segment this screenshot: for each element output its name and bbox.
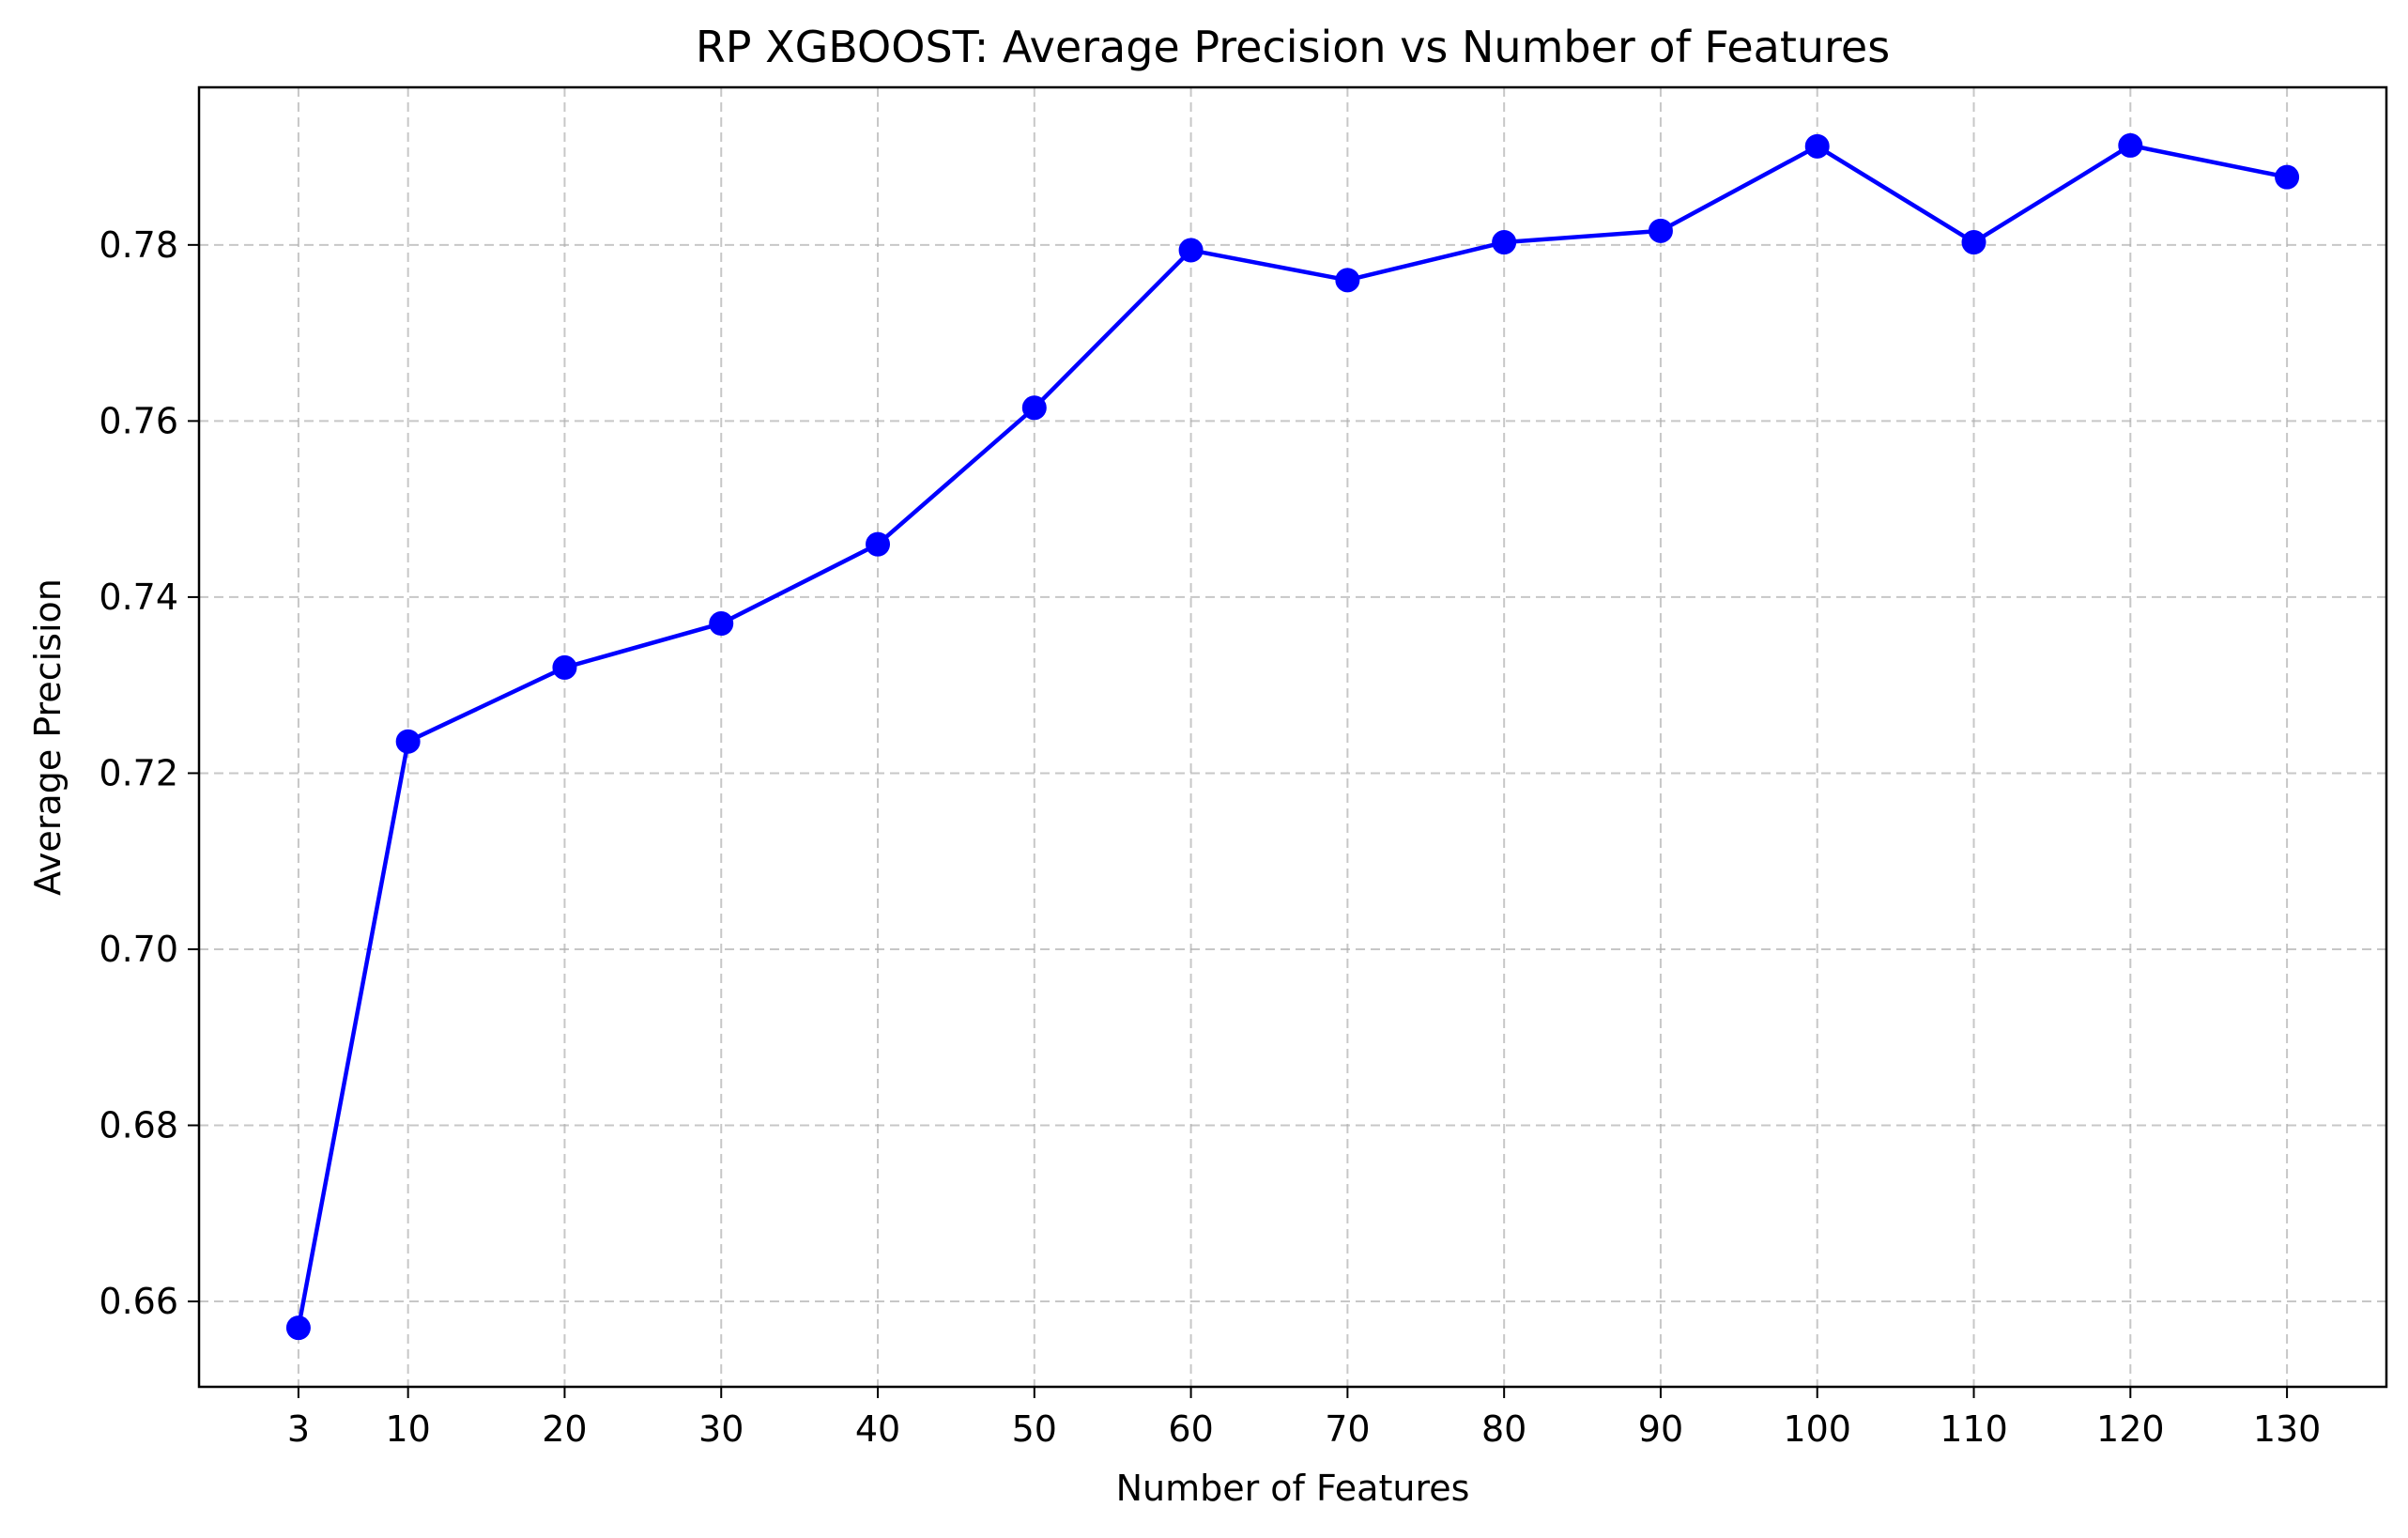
data-point — [2118, 132, 2143, 158]
x-tick-label: 130 — [2253, 1408, 2322, 1450]
y-tick-label: 0.70 — [99, 929, 178, 970]
data-point — [1804, 133, 1830, 159]
x-tick-label: 60 — [1168, 1408, 1213, 1450]
data-point — [866, 531, 891, 557]
x-tick-label: 110 — [1940, 1408, 2008, 1450]
y-tick-label: 0.68 — [99, 1105, 178, 1146]
data-point — [1178, 238, 1204, 263]
x-tick-label: 70 — [1325, 1408, 1370, 1450]
chart-title: RP XGBOOST: Average Precision vs Number … — [696, 22, 1890, 72]
data-point — [1335, 268, 1360, 293]
data-point — [285, 1315, 311, 1341]
x-axis-label: Number of Features — [1116, 1468, 1470, 1509]
data-point — [1492, 230, 1517, 255]
data-point — [1021, 395, 1047, 421]
x-tick-label: 90 — [1638, 1408, 1683, 1450]
x-tick-label: 100 — [1783, 1408, 1851, 1450]
plot-frame — [197, 85, 2388, 1389]
y-tick-label: 0.78 — [99, 224, 178, 266]
y-tick-label: 0.72 — [99, 752, 178, 793]
x-tick-label: 30 — [698, 1408, 744, 1450]
data-point — [552, 654, 577, 680]
x-tick-label: 10 — [385, 1408, 430, 1450]
grid — [199, 87, 2386, 1387]
x-tick-label: 120 — [2096, 1408, 2165, 1450]
x-tick-label: 50 — [1012, 1408, 1057, 1450]
y-tick-label: 0.74 — [99, 577, 178, 618]
data-point — [1648, 218, 1673, 243]
x-tick-label: 80 — [1481, 1408, 1526, 1450]
x-tick-label: 40 — [855, 1408, 900, 1450]
x-tick-label: 3 — [287, 1408, 310, 1450]
x-tick-label: 20 — [542, 1408, 587, 1450]
data-point — [709, 611, 734, 637]
series-line — [296, 143, 2288, 1329]
data-point — [2275, 164, 2300, 190]
y-axis-label: Average Precision — [27, 578, 69, 896]
ticks: 3 10 20 30 40 50 60 70 80 90 100 110 120 130 0.66 0.68 0… — [99, 224, 2321, 1450]
y-tick-label: 0.76 — [99, 400, 178, 441]
y-tick-label: 0.66 — [99, 1281, 178, 1322]
data-point — [395, 729, 421, 754]
series-layer — [285, 132, 2300, 1341]
data-point — [1961, 230, 1986, 255]
